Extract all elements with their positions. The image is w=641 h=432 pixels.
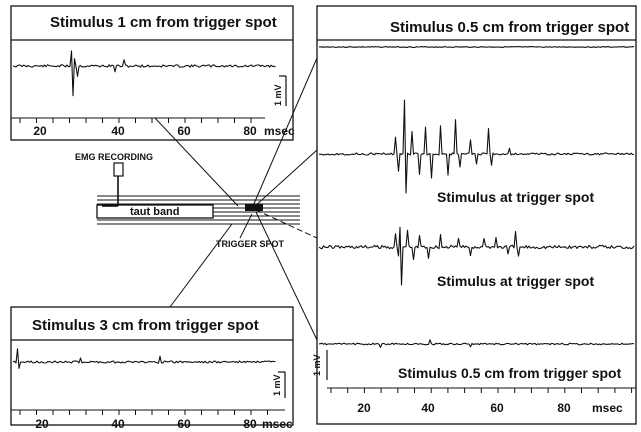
trace-stimulus-at-trigger bbox=[318, 226, 635, 286]
axis-ticks-right bbox=[330, 388, 633, 393]
tick-label-r-60: 60 bbox=[490, 401, 504, 415]
taut-band-box bbox=[96, 204, 214, 219]
tick-label-bl-20: 20 bbox=[35, 417, 49, 431]
axis-ticks-bottom-left bbox=[19, 410, 268, 415]
scale-label-right: 1 mV bbox=[312, 354, 322, 376]
connector-bottom-left bbox=[169, 223, 233, 308]
unit-label-top-left: msec bbox=[264, 124, 295, 138]
tick-label-r-20: 20 bbox=[357, 401, 371, 415]
trigger-spot-marker bbox=[245, 204, 263, 211]
trace-stimulus-3cm bbox=[12, 348, 276, 369]
taut-band-label: taut band bbox=[130, 206, 180, 218]
emg-electrode-icon bbox=[113, 162, 124, 177]
tick-label-r-80: 80 bbox=[557, 401, 571, 415]
label-stimulus-0-5cm-lower: Stimulus 0.5 cm from trigger spot bbox=[398, 365, 622, 381]
tick-label-tl-40: 40 bbox=[111, 124, 125, 138]
trace-stimulus-1cm bbox=[12, 50, 276, 97]
tick-label-bl-80: 80 bbox=[243, 417, 257, 431]
panel-top-left: Stimulus 1 cm from trigger spot 1 mV 20 … bbox=[10, 5, 295, 141]
connector-right-3 bbox=[255, 209, 318, 239]
scale-label-top-left: 1 mV bbox=[273, 84, 283, 106]
connector-right-4 bbox=[255, 211, 318, 341]
tick-label-r-40: 40 bbox=[421, 401, 435, 415]
panel-bottom-left: Stimulus 3 cm from trigger spot 1 mV 20 … bbox=[10, 306, 294, 431]
trace-stimulus-0-5cm-lower bbox=[318, 339, 635, 348]
tick-label-bl-60: 60 bbox=[177, 417, 191, 431]
label-stimulus-at-trigger-1: Stimulus at trigger spot bbox=[437, 189, 594, 205]
label-stimulus-at-trigger-2: Stimulus at trigger spot bbox=[437, 273, 594, 289]
tick-label-tl-80: 80 bbox=[243, 124, 257, 138]
scale-label-bottom-left: 1 mV bbox=[272, 374, 282, 396]
panel-bottom-left-frame bbox=[10, 306, 294, 426]
connector-right-2 bbox=[253, 149, 318, 208]
tick-label-tl-20: 20 bbox=[33, 124, 47, 138]
trigger-spot-label: TRIGGER SPOT bbox=[216, 239, 285, 249]
panel-bottom-left-title: Stimulus 3 cm from trigger spot bbox=[32, 317, 259, 334]
panel-top-left-frame bbox=[10, 5, 294, 141]
panel-right-title: Stimulus 0.5 cm from trigger spot bbox=[390, 19, 629, 36]
tick-label-tl-60: 60 bbox=[177, 124, 191, 138]
muscle-schematic: taut band EMG RECORDING TRIGGER SPOT bbox=[75, 152, 300, 249]
unit-label-right: msec bbox=[592, 401, 623, 415]
trace-right-top-baseline bbox=[318, 46, 635, 48]
panel-right: Stimulus 0.5 cm from trigger spot Stimul… bbox=[312, 5, 637, 425]
emg-recording-label: EMG RECORDING bbox=[75, 152, 153, 162]
connector-lines bbox=[154, 57, 318, 341]
connector-right-1 bbox=[252, 57, 318, 207]
axis-ticks-top-left bbox=[19, 118, 252, 123]
panel-top-left-title: Stimulus 1 cm from trigger spot bbox=[50, 14, 277, 31]
trigger-spot-pointer bbox=[239, 213, 253, 239]
trace-stimulus-0-5cm-upper bbox=[318, 99, 635, 194]
connector-top-left bbox=[154, 117, 239, 207]
panel-right-frame bbox=[316, 5, 637, 425]
tick-label-bl-40: 40 bbox=[111, 417, 125, 431]
unit-label-bottom-left: msec bbox=[262, 417, 293, 431]
